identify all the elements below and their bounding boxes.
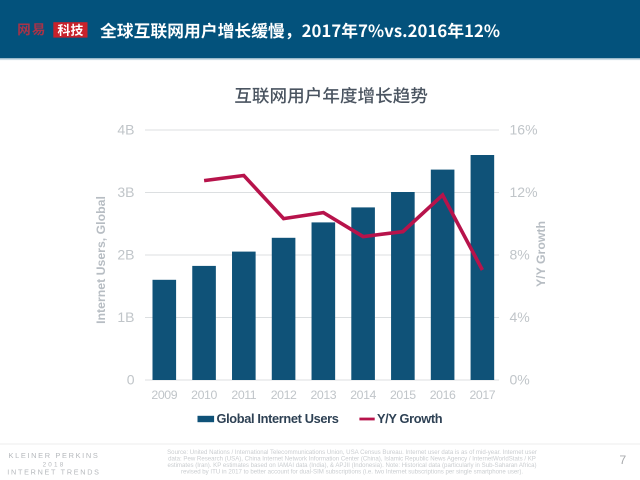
svg-text:12%: 12%	[510, 184, 538, 200]
svg-text:Source: United Nations / Inter: Source: United Nations / International T…	[167, 449, 537, 456]
svg-text:data: Pew Research (USA), Chin: data: Pew Research (USA), China Internet…	[168, 456, 536, 463]
svg-text:0%: 0%	[510, 372, 530, 388]
svg-text:4B: 4B	[117, 122, 134, 138]
svg-text:2010: 2010	[191, 388, 217, 402]
svg-text:2017: 2017	[469, 388, 495, 402]
svg-text:Internet Users, Global: Internet Users, Global	[94, 196, 108, 324]
svg-text:4%: 4%	[510, 309, 530, 325]
svg-text:Global Internet Users: Global Internet Users	[217, 411, 339, 426]
svg-text:INTERNET TRENDS: INTERNET TRENDS	[7, 468, 100, 477]
svg-text:2013: 2013	[310, 388, 336, 402]
svg-text:2011: 2011	[231, 388, 256, 402]
svg-text:2015: 2015	[390, 388, 416, 402]
svg-text:8%: 8%	[510, 247, 530, 263]
svg-text:0: 0	[127, 372, 135, 388]
svg-text:KLEINER PERKINS: KLEINER PERKINS	[9, 451, 100, 460]
svg-text:2009: 2009	[151, 388, 177, 402]
svg-text:2016: 2016	[430, 388, 456, 402]
svg-text:16%: 16%	[510, 122, 538, 138]
svg-text:2014: 2014	[350, 388, 376, 402]
svg-text:2012: 2012	[271, 388, 297, 402]
svg-text:2B: 2B	[117, 247, 134, 263]
svg-text:3B: 3B	[117, 184, 134, 200]
svg-text:Y/Y Growth: Y/Y Growth	[534, 221, 548, 287]
svg-text:revised by ITU in 2017 to bett: revised by ITU in 2017 to better account…	[181, 469, 523, 476]
svg-text:estimates (Iran). KP estimates: estimates (Iran). KP estimates based on …	[167, 462, 536, 469]
svg-text:2018: 2018	[43, 462, 66, 469]
svg-text:7: 7	[619, 453, 626, 467]
svg-text:1B: 1B	[117, 309, 134, 325]
svg-text:Y/Y Growth: Y/Y Growth	[377, 411, 443, 426]
